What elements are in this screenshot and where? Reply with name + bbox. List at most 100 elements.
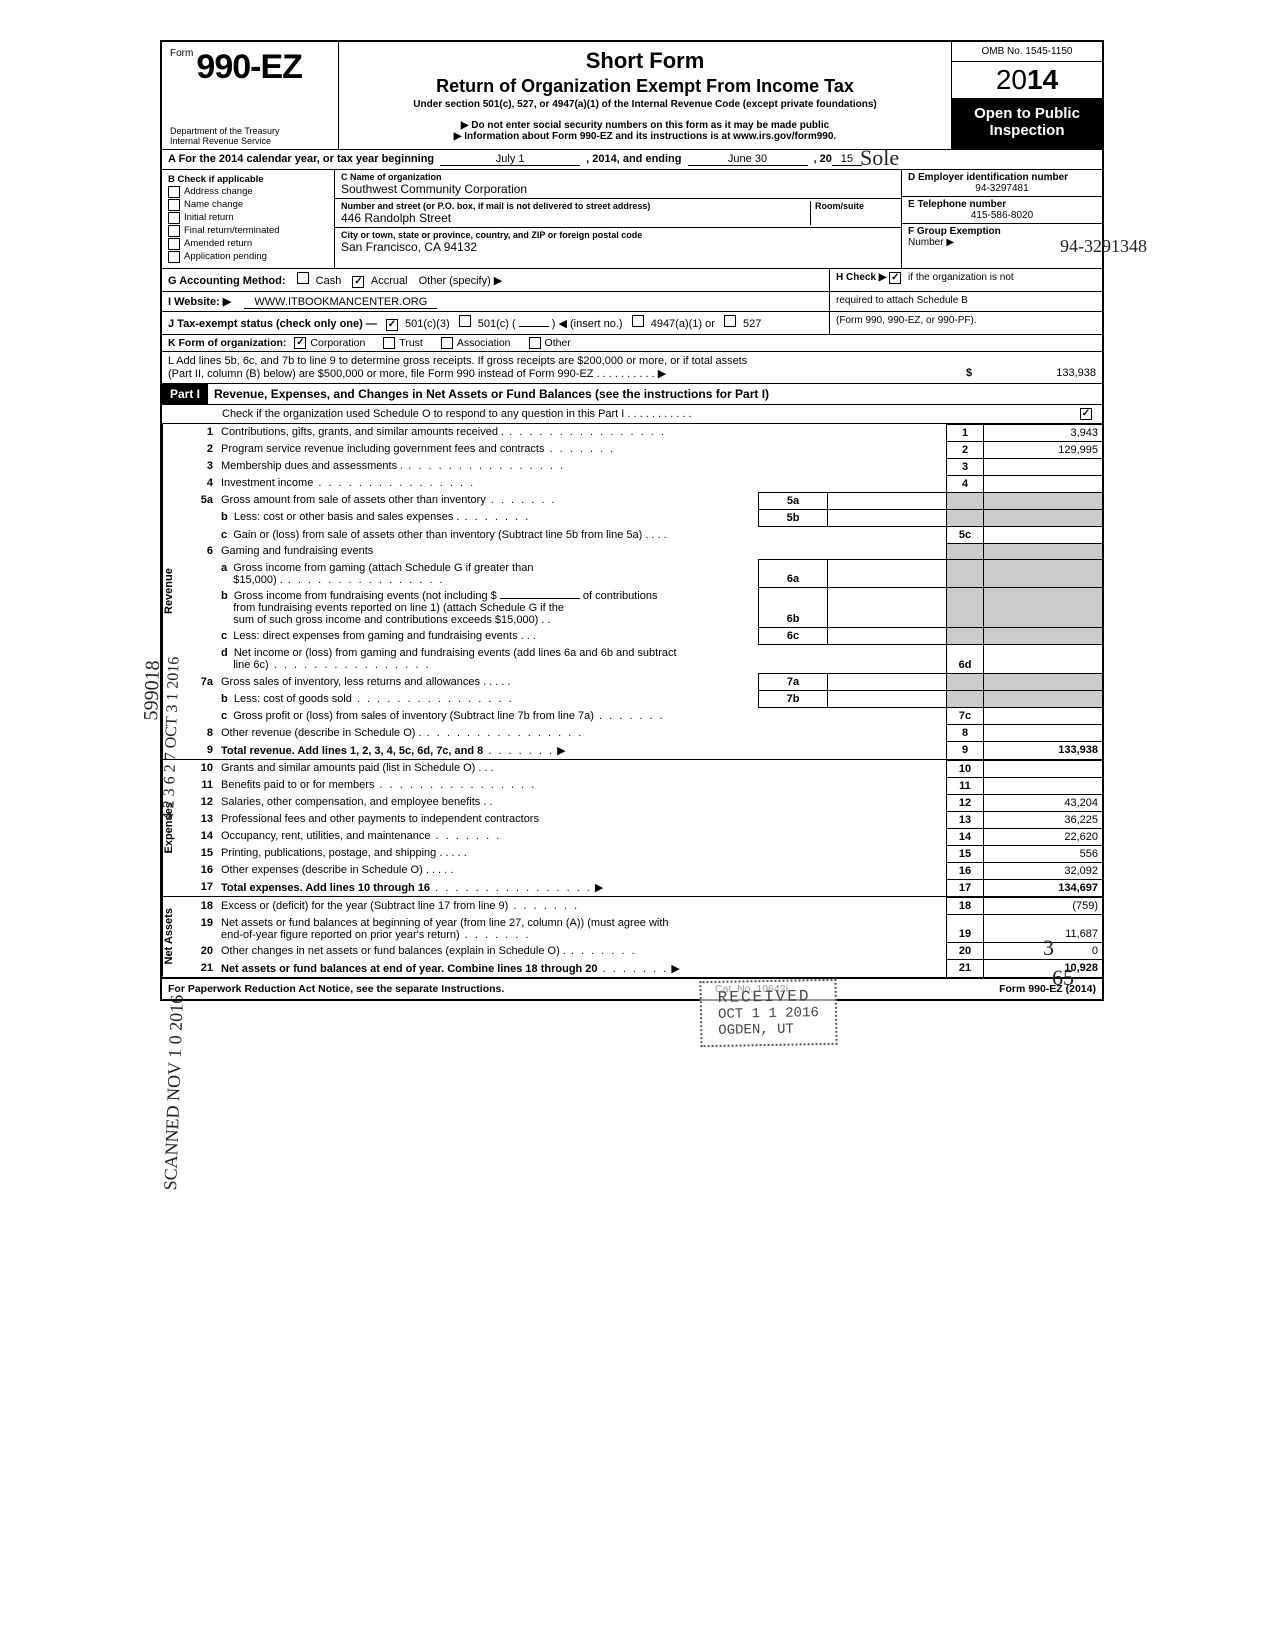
inner-amount[interactable] <box>828 691 947 708</box>
tax-year-end-year[interactable]: 15 <box>832 153 862 166</box>
inner-box: 6c <box>759 628 828 645</box>
l-row: L Add lines 5b, 6c, and 7b to line 9 to … <box>162 352 1102 384</box>
e-cell: E Telephone number 415-586-8020 <box>902 197 1102 224</box>
line-amount[interactable]: 22,620 <box>984 828 1103 845</box>
checkbox-icon[interactable] <box>352 276 364 288</box>
d-cell: D Employer identification number 94-3297… <box>902 170 1102 197</box>
checkbox-icon[interactable] <box>168 251 180 263</box>
checkbox-icon[interactable] <box>168 186 180 198</box>
b-app-pending[interactable]: Application pending <box>168 251 328 263</box>
inner-amount[interactable] <box>828 560 947 588</box>
line-num: 1 <box>183 424 217 441</box>
g-label: G Accounting Method: <box>168 275 286 287</box>
line-amount[interactable] <box>984 475 1103 492</box>
info-note: ▶ Information about Form 990-EZ and its … <box>345 131 945 142</box>
line-amount[interactable] <box>984 458 1103 475</box>
city-value[interactable]: San Francisco, CA 94132 <box>341 240 895 254</box>
tax-year-end[interactable]: June 30 <box>688 153 808 166</box>
line-amount[interactable]: 11,687 <box>984 915 1103 943</box>
checkbox-icon[interactable] <box>383 337 395 349</box>
inner-amount[interactable] <box>828 588 947 628</box>
line-desc: Gross income from gaming (attach Schedul… <box>233 562 533 574</box>
line-sub: b <box>221 590 228 602</box>
b-opt-3: Final return/terminated <box>184 225 280 236</box>
b-final-return[interactable]: Final return/terminated <box>168 225 328 237</box>
b-name-change[interactable]: Name change <box>168 199 328 211</box>
line-desc: Grants and similar amounts paid (list in… <box>221 762 494 774</box>
inner-amount[interactable] <box>828 674 947 691</box>
form-prefix: Form <box>170 48 193 59</box>
line-desc: Contributions, gifts, grants, and simila… <box>221 426 504 438</box>
line-desc: Benefits paid to or for members <box>221 779 374 791</box>
line-amount[interactable]: 3,943 <box>984 424 1103 441</box>
checkbox-icon[interactable] <box>1080 408 1092 420</box>
inner-amount[interactable] <box>828 509 947 526</box>
line-amount: 10,928 <box>984 960 1103 977</box>
street-value[interactable]: 446 Randolph Street <box>341 211 810 225</box>
line-num: 6 <box>183 543 217 560</box>
line-amount[interactable] <box>984 526 1103 543</box>
checkbox-icon[interactable] <box>168 225 180 237</box>
part1-title: Revenue, Expenses, and Changes in Net As… <box>208 384 1102 404</box>
inner-amount[interactable] <box>828 492 947 509</box>
line-desc: Printing, publications, postage, and shi… <box>221 847 467 859</box>
checkbox-icon[interactable] <box>529 337 541 349</box>
checkbox-icon[interactable] <box>441 337 453 349</box>
line-amount[interactable]: 129,995 <box>984 441 1103 458</box>
checkbox-icon[interactable] <box>297 272 309 284</box>
shaded-cell <box>947 588 984 628</box>
line-amount[interactable] <box>984 708 1103 725</box>
line-amount[interactable] <box>984 725 1103 742</box>
b-initial-return[interactable]: Initial return <box>168 212 328 224</box>
line-amount[interactable]: 43,204 <box>984 794 1103 811</box>
line-num: 8 <box>183 725 217 742</box>
website-value[interactable]: WWW.ITBOOKMANCENTER.ORG <box>244 296 437 309</box>
line-sub: c <box>221 529 227 541</box>
shaded-cell <box>947 492 984 509</box>
h-cell: H Check ▶ if the organization is not <box>829 269 1102 291</box>
g-accrual: Accrual <box>371 275 408 287</box>
line-5a: 5a Gross amount from sale of assets othe… <box>183 492 1102 509</box>
shaded-cell <box>984 588 1103 628</box>
line-num: 11 <box>183 777 217 794</box>
line-amount[interactable] <box>984 760 1103 777</box>
b-address-change[interactable]: Address change <box>168 186 328 198</box>
checkbox-icon[interactable] <box>294 337 306 349</box>
checkbox-icon[interactable] <box>168 238 180 250</box>
checkbox-icon[interactable] <box>168 199 180 211</box>
line-amount[interactable]: 32,092 <box>984 862 1103 879</box>
omb-number: OMB No. 1545-1150 <box>952 42 1102 62</box>
line-amount[interactable]: (759) <box>984 898 1103 915</box>
line-num: 16 <box>183 862 217 879</box>
checkbox-icon[interactable] <box>724 315 736 327</box>
line-amount[interactable]: 0 <box>984 943 1103 960</box>
checkbox-icon[interactable] <box>632 315 644 327</box>
line-amount[interactable]: 556 <box>984 845 1103 862</box>
inner-box: 6a <box>759 560 828 588</box>
line-num: 10 <box>183 760 217 777</box>
line-desc: Net assets or fund balances at beginning… <box>221 917 669 929</box>
line-18: 18 Excess or (deficit) for the year (Sub… <box>183 898 1102 915</box>
line-box: 1 <box>947 424 984 441</box>
checkbox-icon[interactable] <box>168 212 180 224</box>
b-amended[interactable]: Amended return <box>168 238 328 250</box>
line-desc: Less: cost or other basis and sales expe… <box>234 511 460 523</box>
h-label: H Check ▶ <box>836 272 886 283</box>
checkbox-icon[interactable] <box>386 319 398 331</box>
checkbox-icon[interactable] <box>459 315 471 327</box>
footer-right: Form 990-EZ (2014) <box>999 983 1096 995</box>
k-row: K Form of organization: Corporation Trus… <box>162 335 1102 352</box>
org-name[interactable]: Southwest Community Corporation <box>341 182 895 196</box>
checkbox-icon[interactable] <box>889 272 901 284</box>
line-amount[interactable] <box>984 645 1103 674</box>
c-name-cell: C Name of organization Southwest Communi… <box>335 170 901 199</box>
line-amount: 134,697 <box>984 879 1103 896</box>
ein-value[interactable]: 94-3297481 <box>908 183 1096 194</box>
line-sub: c <box>221 630 227 642</box>
line-amount[interactable]: 36,225 <box>984 811 1103 828</box>
open-to-public: Open to Public Inspection <box>952 99 1102 149</box>
tax-year-begin[interactable]: July 1 <box>440 153 580 166</box>
line-amount[interactable] <box>984 777 1103 794</box>
phone-value[interactable]: 415-586-8020 <box>908 210 1096 221</box>
inner-amount[interactable] <box>828 628 947 645</box>
